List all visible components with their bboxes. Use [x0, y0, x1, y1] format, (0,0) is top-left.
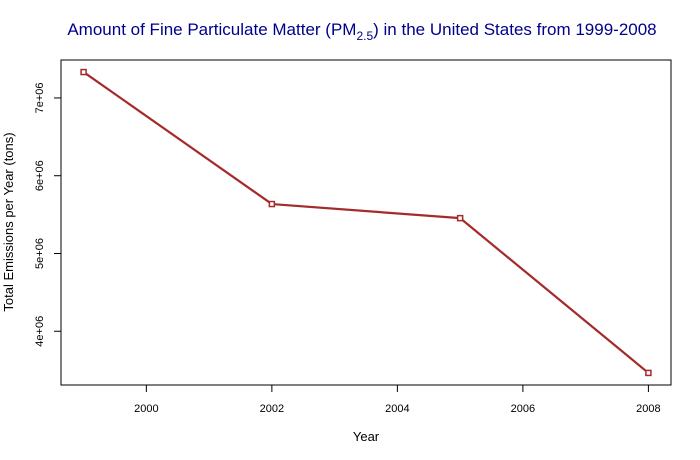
x-tick-label: 2002: [260, 403, 284, 415]
x-axis: 2000 2002 2004 2006 2008: [134, 385, 661, 415]
x-tick-label: 2004: [385, 403, 409, 415]
x-tick-label: 2008: [636, 403, 660, 415]
series-layer: [80, 68, 652, 377]
data-point: [456, 214, 464, 222]
y-tick-label: 5e+06: [34, 238, 46, 269]
chart-title-prefix: Amount of Fine Particulate Matter (PM: [67, 20, 356, 39]
x-tick-label: 2006: [511, 403, 535, 415]
y-tick-label: 4e+06: [34, 316, 46, 347]
y-axis: 4e+06 5e+06 6e+06 7e+06: [34, 82, 61, 347]
y-axis-label: Total Emissions per Year (tons): [1, 132, 16, 311]
data-point: [80, 68, 87, 76]
x-tick-label: 2000: [134, 403, 158, 415]
chart-title: Amount of Fine Particulate Matter (PM2.5…: [67, 20, 656, 43]
plot-frame: [60, 59, 672, 386]
series-line: [82, 71, 650, 374]
y-tick-label: 6e+06: [34, 160, 46, 191]
y-tick-label: 7e+06: [34, 82, 46, 113]
data-point: [645, 369, 652, 377]
chart-title-suffix: ) in the United States from 1999-2008: [373, 20, 657, 39]
data-point: [268, 200, 276, 208]
chart-title-subscript: 2.5: [356, 29, 373, 43]
x-axis-label: Year: [353, 429, 380, 444]
